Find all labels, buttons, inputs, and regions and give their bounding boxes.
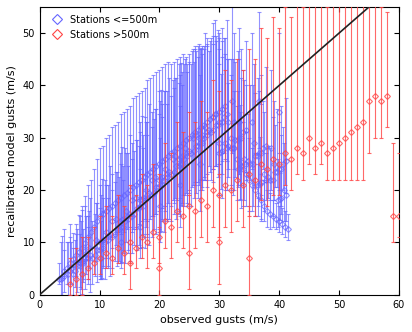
X-axis label: observed gusts (m/s): observed gusts (m/s) xyxy=(160,315,278,325)
Y-axis label: recalibrated model gusts (m/s): recalibrated model gusts (m/s) xyxy=(7,65,17,237)
Legend: Stations <=500m, Stations >500m: Stations <=500m, Stations >500m xyxy=(44,12,160,42)
